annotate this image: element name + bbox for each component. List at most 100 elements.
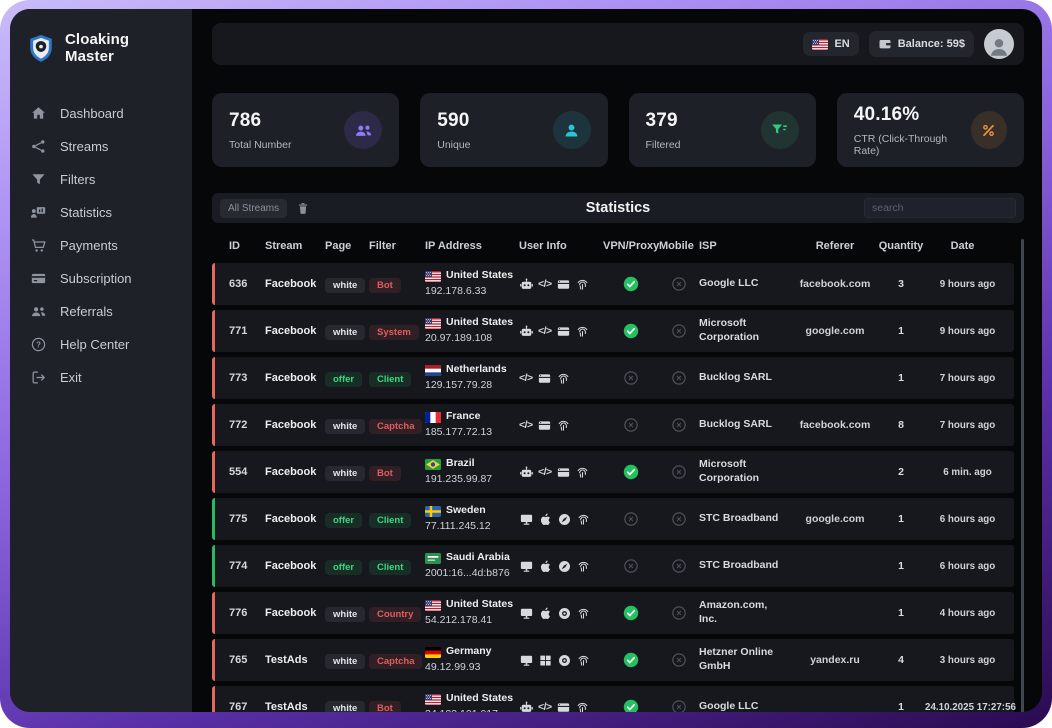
scrollbar[interactable] xyxy=(1021,239,1024,712)
column-header-page: Page xyxy=(325,240,352,252)
cell-stream: Facebook xyxy=(265,372,317,384)
language-selector[interactable]: EN xyxy=(803,32,859,56)
x-circle-icon xyxy=(671,699,687,712)
cell-id: 776 xyxy=(229,607,248,619)
svg-text:?: ? xyxy=(36,340,41,349)
cell-isp: Microsoft Corporation xyxy=(699,317,760,343)
check-circle-icon xyxy=(623,652,639,668)
country-name: United States xyxy=(446,316,514,329)
ip-address: 2001:16...4d:b876 xyxy=(425,567,510,579)
cell-isp: Bucklog SARL xyxy=(699,371,772,384)
cell-quantity: 8 xyxy=(898,419,904,431)
cell-stream: Facebook xyxy=(265,325,317,337)
cell-quantity: 2 xyxy=(898,466,904,478)
table-row[interactable]: 554 Facebook white Bot Brazil 191.235.99… xyxy=(212,451,1014,493)
x-circle-icon xyxy=(671,323,687,339)
sidebar-item-exit[interactable]: Exit xyxy=(10,361,192,394)
sidebar-item-help-center[interactable]: ? Help Center xyxy=(10,328,192,361)
table-row[interactable]: 771 Facebook white System United States … xyxy=(212,310,1014,352)
sidebar-nav: Dashboard Streams Filters Statistics Pay… xyxy=(10,97,192,394)
sidebar-item-payments[interactable]: Payments xyxy=(10,229,192,262)
x-circle-icon xyxy=(671,511,687,527)
avatar[interactable] xyxy=(984,29,1014,59)
page-badge: white xyxy=(325,324,366,341)
x-circle-icon xyxy=(623,370,639,386)
us-flag-icon xyxy=(425,270,441,282)
page-badge: offer xyxy=(325,371,363,388)
column-header-vpn-proxy: VPN/Proxy xyxy=(603,240,660,252)
funnel-lines-icon xyxy=(760,111,799,149)
sidebar-item-label: Referrals xyxy=(60,304,113,319)
sidebar-item-streams[interactable]: Streams xyxy=(10,130,192,163)
search-input[interactable] xyxy=(864,198,1016,218)
cell-stream: Facebook xyxy=(265,466,317,478)
table-row[interactable]: 772 Facebook white Captcha France 185.17… xyxy=(212,404,1014,446)
cell-isp: Google LLC xyxy=(699,277,759,290)
table-row[interactable]: 636 Facebook white Bot United States 192… xyxy=(212,263,1014,305)
balance-button[interactable]: Balance: 59$ xyxy=(868,31,974,57)
fingerprint-icon xyxy=(556,418,571,433)
language-label: EN xyxy=(834,38,850,50)
fingerprint-icon xyxy=(576,653,591,668)
cell-stream: Facebook xyxy=(265,419,317,431)
table-row[interactable]: 774 Facebook offer Client Saudi Arabia 2… xyxy=(212,545,1014,587)
cell-stream: TestAds xyxy=(265,701,308,712)
us-flag-icon xyxy=(812,38,829,50)
cell-date: 6 hours ago xyxy=(939,513,996,525)
sa-flag-icon xyxy=(425,552,441,564)
check-circle-icon xyxy=(623,276,639,292)
check-circle-icon xyxy=(623,464,639,480)
cell-vpn-proxy xyxy=(603,417,659,433)
table-row[interactable]: 775 Facebook offer Client Sweden 77.111.… xyxy=(212,498,1014,540)
table-row[interactable]: 767 TestAds white Bot United States 34.1… xyxy=(212,686,1016,713)
cell-date: 24.10.2025 17:27:56 xyxy=(925,701,1016,713)
ip-address: 77.111.245.12 xyxy=(425,520,491,532)
cell-ip-address: Sweden 77.111.245.12 xyxy=(425,504,519,533)
cell-id: 765 xyxy=(229,654,248,666)
x-circle-icon xyxy=(623,417,639,433)
filter-badge: Captcha xyxy=(369,653,423,670)
sidebar-item-referrals[interactable]: Referrals xyxy=(10,295,192,328)
filter-badge: Country xyxy=(369,606,422,623)
column-header-ip-address: IP Address xyxy=(425,240,482,252)
cell-isp: Bucklog SARL xyxy=(699,418,772,431)
stat-label: Total Number xyxy=(229,138,292,151)
cell-date: 9 hours ago xyxy=(939,278,996,290)
cell-stream: Facebook xyxy=(265,278,317,290)
trash-icon[interactable] xyxy=(296,201,310,216)
table-row[interactable]: 773 Facebook offer Client Netherlands 12… xyxy=(212,357,1014,399)
row-accent-bar xyxy=(212,310,215,352)
sidebar-item-statistics[interactable]: Statistics xyxy=(10,196,192,229)
fingerprint-icon xyxy=(576,559,591,574)
safari-icon xyxy=(557,512,572,527)
filter-badge: System xyxy=(369,324,419,341)
cell-referer: facebook.com xyxy=(799,419,871,431)
statistics-panel: All Streams Statistics ID Stream Page Filte… xyxy=(212,193,1024,712)
sidebar-item-filters[interactable]: Filters xyxy=(10,163,192,196)
brand: Cloaking Master xyxy=(10,31,192,65)
country-name: United States xyxy=(446,269,514,282)
filter-badge: Bot xyxy=(369,277,401,294)
page-badge: offer xyxy=(325,512,363,529)
table-row[interactable]: 765 TestAds white Captcha Germany 49.12.… xyxy=(212,639,1014,681)
cell-isp: Amazon.com, Inc. xyxy=(699,599,768,625)
column-header-filter: Filter xyxy=(369,240,396,252)
stat-card-ctr: 40.16% CTR (Click-Through Rate) xyxy=(836,93,1024,167)
sidebar-item-subscription[interactable]: Subscription xyxy=(10,262,192,295)
table-row[interactable]: 776 Facebook white Country United States… xyxy=(212,592,1014,634)
stat-card-unique: 590 Unique xyxy=(420,93,608,167)
column-header-id: ID xyxy=(229,240,240,252)
x-circle-icon xyxy=(671,276,687,292)
cell-vpn-proxy xyxy=(603,323,659,339)
filter-badge: Bot xyxy=(369,700,401,712)
check-circle-icon xyxy=(623,605,639,621)
sidebar-item-dashboard[interactable]: Dashboard xyxy=(10,97,192,130)
cell-page: white xyxy=(325,651,369,670)
cell-filter: Country xyxy=(369,604,425,623)
fingerprint-icon xyxy=(575,277,590,292)
cell-filter: Captcha xyxy=(369,416,425,435)
stream-filter-button[interactable]: All Streams xyxy=(220,198,288,218)
robot-icon xyxy=(519,700,534,713)
cell-page: white xyxy=(325,275,369,294)
